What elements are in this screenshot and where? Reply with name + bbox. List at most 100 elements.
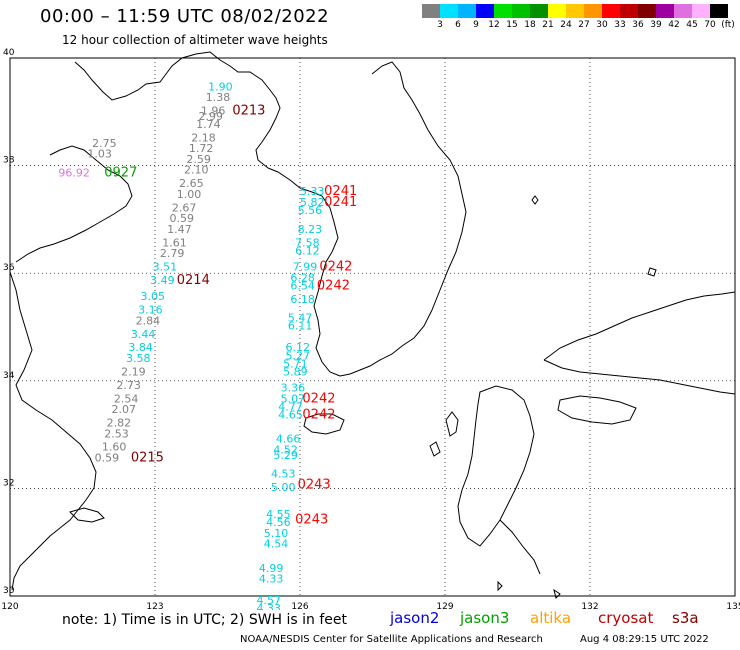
color-scale-label: 42 — [668, 20, 680, 30]
lon-tick-label: 129 — [436, 602, 453, 610]
lat-tick-label: 40 — [3, 48, 15, 58]
wave-height-label: 1.60 — [102, 441, 127, 454]
lat-tick-label: 32 — [3, 478, 14, 488]
color-scale-label: (ft) — [721, 20, 735, 30]
wave-height-label: 3.51 — [153, 261, 178, 274]
pass-time-label: 0242 — [302, 407, 335, 422]
coastlines — [9, 51, 736, 599]
wave-height-label: 4.66 — [276, 433, 301, 446]
wave-height-label: 3.58 — [126, 352, 151, 365]
lat-tick-label: 38 — [3, 156, 15, 166]
wave-height-label: 6.12 — [295, 244, 320, 257]
color-scale-swatch — [530, 4, 548, 18]
wave-height-label: 2.18 — [191, 131, 216, 144]
pass-time-label: 0242 — [302, 391, 335, 406]
wave-height-label: 5.56 — [298, 204, 323, 217]
wave-height-label: 0.59 — [170, 212, 195, 225]
color-scale-swatch — [566, 4, 584, 18]
wave-height-label: 3.44 — [131, 328, 156, 341]
wave-height-label: 3.49 — [150, 274, 175, 287]
wave-height-label: 1.61 — [162, 236, 187, 249]
wave-height-label: 2.73 — [116, 379, 141, 392]
color-scale-label: 30 — [596, 20, 608, 30]
wave-height-label: 2.82 — [107, 417, 131, 430]
color-scale-label: 33 — [614, 20, 626, 30]
coastline-kyushu — [457, 385, 535, 547]
lon-tick-label: 135 — [726, 602, 740, 610]
legend-s3a: s3a — [672, 609, 699, 627]
wave-height-label: 1.96 — [201, 104, 226, 117]
wave-height-label: 4.65 — [278, 408, 303, 421]
wave-height-label: 5.27 — [286, 349, 311, 362]
island-ullung — [531, 195, 539, 205]
color-scale-swatch — [620, 4, 638, 18]
footer-note: note: 1) Time is in UTC; 2) SWH is in fe… — [62, 612, 348, 628]
legend-cryosat: cryosat — [598, 609, 654, 627]
color-scale-swatch — [584, 4, 602, 18]
map-subtitle: 12 hour collection of altimeter wave hei… — [62, 33, 328, 47]
legend-jason2: jason2 — [390, 609, 440, 627]
wave-height-label: 1.00 — [177, 188, 202, 201]
coastline-honshu-south — [543, 359, 736, 395]
wave-height-label: 1.72 — [189, 142, 214, 155]
color-scale-label: 70 — [704, 20, 716, 30]
wave-height-label: 3.84 — [128, 341, 153, 354]
lat-tick-label: 36 — [3, 263, 15, 273]
wave-height-label: 4.33 — [259, 573, 284, 586]
coastline-honshu — [543, 291, 736, 361]
lon-tick-label: 132 — [581, 602, 598, 610]
lon-tick-label: 120 — [1, 602, 18, 610]
color-scale-swatch — [476, 4, 494, 18]
pass-time-label: 0241 — [324, 195, 357, 210]
wave-height-label: 5.10 — [264, 527, 289, 540]
coastline-china-east — [9, 271, 97, 591]
axis-labels: 120 123 126 129 132 135 40 38 36 34 32 30 — [1, 48, 740, 610]
wave-height-label: 2.67 — [172, 201, 197, 214]
wave-height-label: 2.10 — [184, 164, 209, 177]
wave-height-label: 5.89 — [283, 365, 308, 378]
footer-timestamp: Aug 4 08:29:15 UTC 2022 — [580, 634, 709, 645]
footer-credit: NOAA/NESDIS Center for Satellite Applica… — [240, 634, 543, 645]
wave-height-label: 4.55 — [266, 508, 291, 521]
wave-height-label: 2.79 — [160, 247, 185, 260]
wave-height-label: 5.47 — [288, 312, 313, 325]
wave-height-label: 5.71 — [283, 357, 308, 370]
wave-height-label: 6.11 — [288, 320, 313, 333]
map-title: 00:00 – 11:59 UTC 08/02/2022 — [40, 6, 330, 27]
color-scale-label: 27 — [578, 20, 590, 30]
wave-height-label: 1.03 — [87, 148, 112, 161]
coastline-shikoku — [557, 395, 637, 425]
wave-height-label: 7.99 — [293, 261, 318, 274]
wave-height-label: 5.33 — [300, 185, 325, 198]
wave-height-label: 4.33 — [257, 602, 282, 610]
wave-height-label: 3.05 — [141, 290, 166, 303]
color-scale-label: 9 — [473, 20, 479, 30]
color-scale-swatch — [602, 4, 620, 18]
wave-height-label: 8.23 — [298, 223, 323, 236]
wave-height-label: 4.99 — [259, 562, 284, 575]
color-scale-swatch — [638, 4, 656, 18]
legend-altika: altika — [530, 609, 572, 627]
wave-height-label: 96.92 — [58, 166, 89, 179]
lon-tick-label: 123 — [146, 602, 163, 610]
color-scale-swatch — [692, 4, 710, 18]
wave-height-label: 5.82 — [300, 196, 325, 209]
island-tsushima — [445, 411, 459, 437]
color-scale-label: 21 — [542, 20, 554, 30]
wave-height-label: 2.65 — [179, 177, 204, 190]
wave-height-label: 2.54 — [114, 392, 138, 405]
wave-height-label: 2.07 — [112, 403, 137, 416]
color-scale-label: 36 — [632, 20, 644, 30]
coastline-china-shandong — [15, 145, 133, 263]
color-scale-swatch — [458, 4, 476, 18]
wave-height-label: 3.16 — [138, 304, 163, 317]
lat-lon-grid — [10, 58, 735, 596]
pass-time-label: 0213 — [232, 103, 265, 118]
color-scale-swatch — [710, 4, 728, 18]
pass-time-label: 0214 — [177, 273, 210, 288]
wave-height-label: 1.74 — [196, 118, 221, 131]
color-scale-bar — [422, 4, 728, 18]
color-scale-label: 24 — [560, 20, 572, 30]
wave-height-label: 2.53 — [104, 427, 129, 440]
coastline-kyushu-south — [499, 519, 541, 575]
